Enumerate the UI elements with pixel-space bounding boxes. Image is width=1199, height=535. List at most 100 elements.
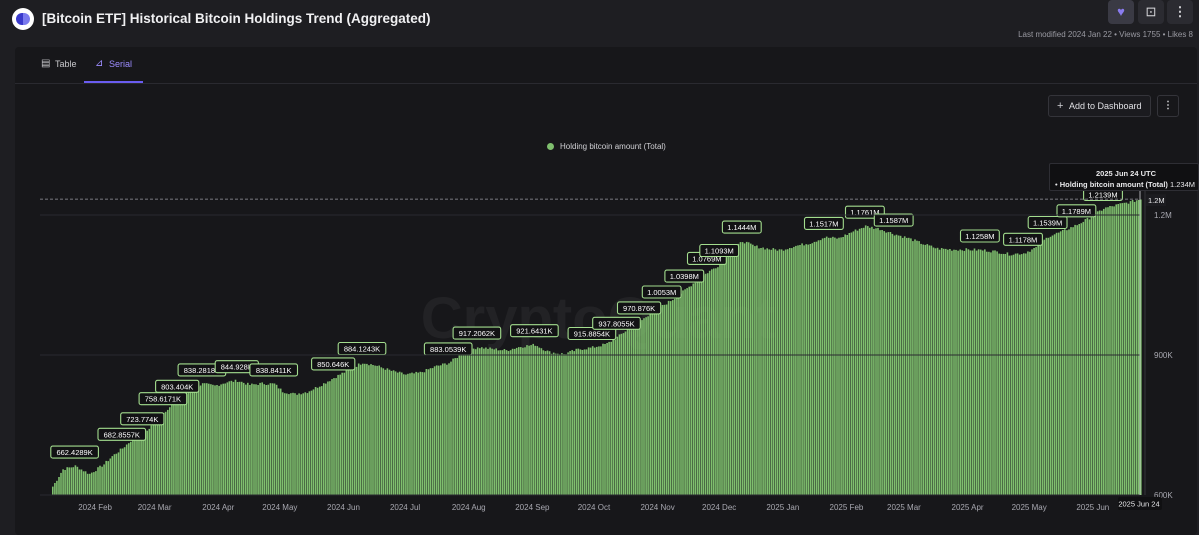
bar[interactable] — [819, 240, 822, 495]
bar[interactable] — [1051, 235, 1054, 496]
bar[interactable] — [552, 352, 555, 495]
bar[interactable] — [573, 351, 575, 495]
bar[interactable] — [421, 372, 424, 495]
bar[interactable] — [1119, 203, 1122, 496]
bar[interactable] — [300, 394, 302, 495]
bar[interactable] — [162, 412, 165, 495]
bar[interactable] — [415, 371, 417, 495]
bar[interactable] — [199, 385, 202, 496]
bar[interactable] — [392, 370, 395, 495]
bar[interactable] — [951, 250, 953, 495]
bar[interactable] — [635, 323, 637, 495]
bar[interactable] — [175, 400, 177, 495]
bar[interactable] — [766, 248, 768, 495]
bar[interactable] — [563, 354, 565, 495]
bar[interactable] — [1047, 237, 1050, 496]
bar[interactable] — [908, 237, 910, 496]
bar[interactable] — [998, 253, 1000, 495]
bar[interactable] — [856, 230, 859, 495]
bar[interactable] — [281, 392, 284, 495]
bar[interactable] — [867, 226, 869, 495]
bar[interactable] — [624, 331, 627, 496]
tab-serial[interactable]: ⊿ Serial — [84, 47, 144, 83]
bar[interactable] — [875, 228, 877, 496]
bar[interactable] — [756, 245, 758, 496]
bar[interactable] — [842, 237, 844, 495]
bar[interactable] — [719, 264, 721, 496]
bar[interactable] — [782, 250, 785, 495]
bar[interactable] — [971, 250, 974, 496]
bar[interactable] — [546, 350, 549, 496]
bar[interactable] — [460, 355, 463, 495]
bar[interactable] — [934, 248, 937, 495]
bar[interactable] — [464, 351, 467, 495]
bar[interactable] — [776, 250, 779, 495]
bar[interactable] — [181, 396, 183, 495]
bar[interactable] — [645, 317, 647, 495]
bar[interactable] — [811, 243, 814, 495]
bar[interactable] — [571, 350, 573, 495]
bar[interactable] — [1076, 225, 1078, 495]
bar[interactable] — [509, 350, 512, 495]
bar[interactable] — [530, 345, 532, 495]
bar[interactable] — [138, 436, 140, 495]
bar[interactable] — [325, 383, 327, 495]
bar[interactable] — [370, 364, 372, 495]
bar[interactable] — [897, 235, 900, 496]
bar[interactable] — [286, 393, 288, 496]
bar[interactable] — [612, 339, 614, 495]
bar[interactable] — [616, 336, 619, 495]
bar[interactable] — [429, 368, 432, 495]
bar[interactable] — [489, 347, 491, 496]
bar[interactable] — [62, 469, 64, 495]
bar[interactable] — [417, 372, 419, 495]
bar[interactable] — [1094, 213, 1097, 495]
bar[interactable] — [678, 295, 680, 495]
bar[interactable] — [1074, 224, 1076, 495]
bar[interactable] — [503, 349, 506, 495]
bar[interactable] — [413, 373, 415, 495]
bar[interactable] — [257, 385, 259, 495]
bar[interactable] — [323, 383, 325, 495]
bar[interactable] — [920, 243, 922, 495]
bar[interactable] — [251, 383, 253, 495]
bar[interactable] — [259, 382, 261, 495]
bar[interactable] — [1006, 252, 1009, 495]
bar[interactable] — [557, 353, 559, 495]
bar[interactable] — [534, 345, 536, 495]
bar[interactable] — [232, 381, 235, 495]
bar[interactable] — [111, 456, 114, 495]
bar[interactable] — [938, 249, 941, 495]
bar[interactable] — [189, 389, 192, 495]
bar[interactable] — [893, 235, 896, 496]
bar[interactable] — [84, 471, 87, 495]
bar[interactable] — [916, 240, 918, 495]
bar[interactable] — [208, 383, 210, 495]
bar[interactable] — [483, 348, 485, 495]
bar[interactable] — [550, 353, 553, 495]
bar[interactable] — [409, 373, 411, 495]
bar[interactable] — [520, 347, 522, 495]
bar[interactable] — [458, 355, 461, 495]
bar[interactable] — [604, 344, 606, 495]
bar[interactable] — [821, 238, 824, 495]
bar[interactable] — [121, 448, 124, 496]
bar[interactable] — [1135, 200, 1138, 496]
bar[interactable] — [992, 250, 994, 496]
bar[interactable] — [468, 351, 471, 495]
bar[interactable] — [511, 348, 514, 495]
bar[interactable] — [372, 365, 374, 495]
bar[interactable] — [456, 358, 458, 495]
add-to-dashboard-button[interactable]: + Add to Dashboard — [1048, 95, 1151, 117]
bar[interactable] — [883, 231, 885, 495]
bar[interactable] — [807, 244, 809, 495]
bar[interactable] — [963, 250, 966, 495]
bar[interactable] — [762, 247, 764, 496]
bar[interactable] — [212, 384, 214, 495]
bar[interactable] — [378, 365, 380, 496]
bar[interactable] — [743, 243, 746, 495]
bar[interactable] — [173, 403, 175, 495]
bar[interactable] — [1111, 206, 1113, 495]
bar[interactable] — [715, 268, 717, 495]
bar[interactable] — [505, 350, 508, 495]
